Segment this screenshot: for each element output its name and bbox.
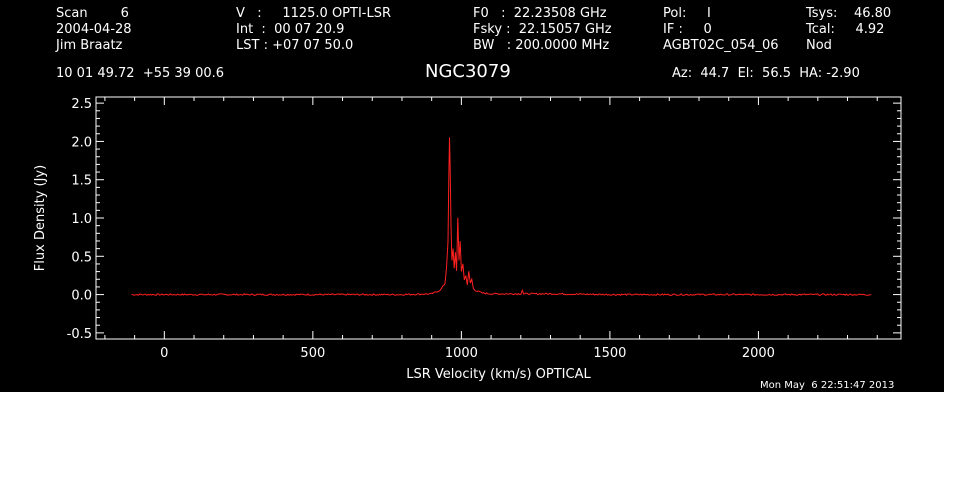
source-coordinates: 10 01 49.72 +55 39 00.6 — [56, 66, 225, 81]
header-bandwidth: BW : 200.0000 MHz — [473, 38, 610, 53]
y-tick-label: -0.5 — [67, 327, 92, 342]
header-sky-freq: Fsky : 22.15057 GHz — [473, 22, 612, 37]
x-tick-label: 500 — [300, 346, 325, 361]
x-axis-label: LSR Velocity (km/s) OPTICAL — [406, 367, 591, 382]
header-rest-freq: F0 : 22.23508 GHz — [473, 6, 607, 21]
chart-title: NGC3079 — [425, 61, 511, 82]
spectrum-trace — [131, 137, 872, 296]
spectrum-chart: 0 500 1000 1500 2000 -0.5 0.0 0.5 1.0 1.5 2.0 2.5 LS… — [33, 96, 902, 382]
plot-frame — [95, 96, 902, 340]
x-tick-label: 2000 — [742, 346, 775, 361]
header-velocity: V : 1125.0 OPTI-LSR — [236, 6, 392, 21]
header-procedure: Nod — [806, 38, 832, 53]
header-tcal: Tcal: 4.92 — [806, 22, 885, 37]
header-polarization: Pol: I — [663, 6, 711, 21]
y-tick-label: 2.0 — [71, 135, 92, 150]
y-axis-label: Flux Density (Jy) — [33, 165, 48, 271]
y-tick-label: 1.5 — [71, 174, 92, 189]
y-tick-label: 1.0 — [71, 212, 92, 227]
header-integration: Int : 00 07 20.9 — [236, 22, 345, 37]
x-tick-label: 1000 — [445, 346, 478, 361]
plot-window: Scan 6 2004-04-28 Jim Braatz V : 1125.0 … — [0, 0, 944, 392]
y-tick-label: 2.5 — [71, 97, 92, 112]
x-tick-label: 0 — [160, 346, 168, 361]
header-if: IF : 0 — [663, 22, 712, 37]
header-tsys: Tsys: 46.80 — [806, 6, 892, 21]
header-project: AGBT02C_054_06 — [663, 38, 779, 53]
header-scan: Scan 6 — [56, 6, 129, 21]
header-date: 2004-04-28 — [56, 22, 132, 37]
x-tick-label: 1500 — [593, 346, 626, 361]
pointing-info: Az: 44.7 El: 56.5 HA: -2.90 — [672, 66, 860, 81]
y-tick-label: 0.5 — [71, 250, 92, 265]
header-observer: Jim Braatz — [56, 38, 123, 53]
header-lst: LST : +07 07 50.0 — [236, 38, 354, 53]
plot-timestamp: Mon May 6 22:51:47 2013 — [760, 380, 895, 391]
y-tick-label: 0.0 — [71, 289, 92, 304]
